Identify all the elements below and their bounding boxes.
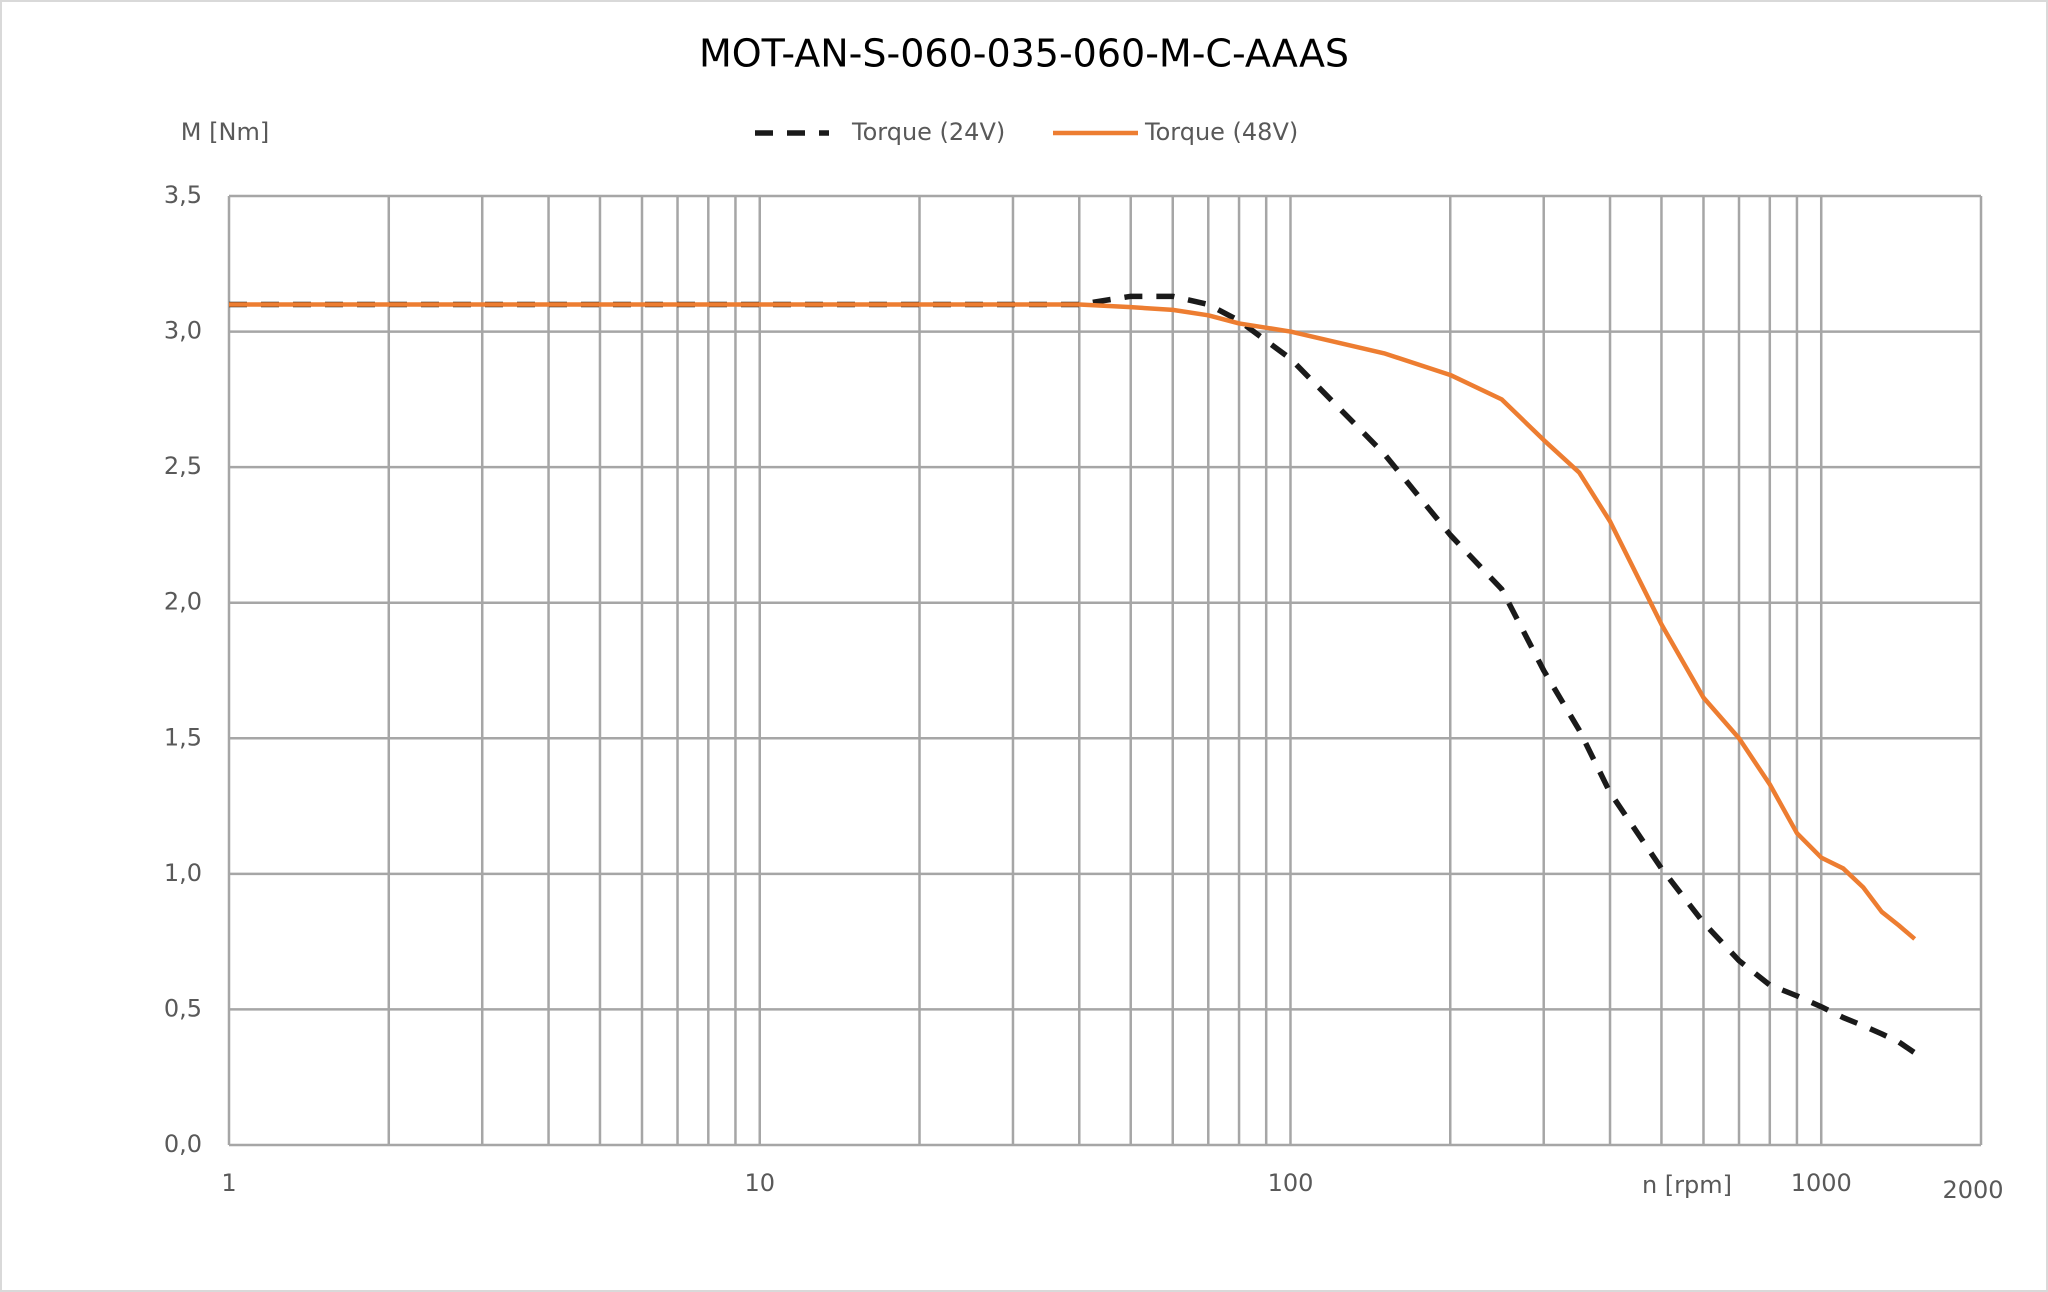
legend-label: Torque (24V)	[851, 118, 1005, 146]
y-tick-label: 0,5	[164, 994, 202, 1022]
x-tick-label: 100	[1268, 1169, 1314, 1197]
x-tick-label: 10	[744, 1169, 775, 1197]
y-tick-label: 0,0	[164, 1130, 202, 1158]
x-tick-label: 2000	[1942, 1176, 2003, 1204]
x-axis-label: n [rpm]	[1642, 1171, 1732, 1199]
y-tick-label: 1,5	[164, 723, 202, 751]
y-tick-label: 2,5	[164, 452, 202, 480]
y-tick-label: 2,0	[164, 588, 202, 616]
y-axis-label: M [Nm]	[181, 118, 269, 146]
x-tick-label: 1	[221, 1169, 236, 1197]
y-tick-label: 3,5	[164, 181, 202, 209]
y-tick-label: 3,0	[164, 317, 202, 345]
chart-title: MOT-AN-S-060-035-060-M-C-AAAS	[699, 32, 1349, 76]
legend-label: Torque (48V)	[1144, 118, 1298, 146]
series-line	[229, 302, 1917, 941]
x-tick-label: 1000	[1791, 1169, 1852, 1197]
y-tick-label: 1,0	[164, 859, 202, 887]
series-line	[229, 293, 1917, 1056]
